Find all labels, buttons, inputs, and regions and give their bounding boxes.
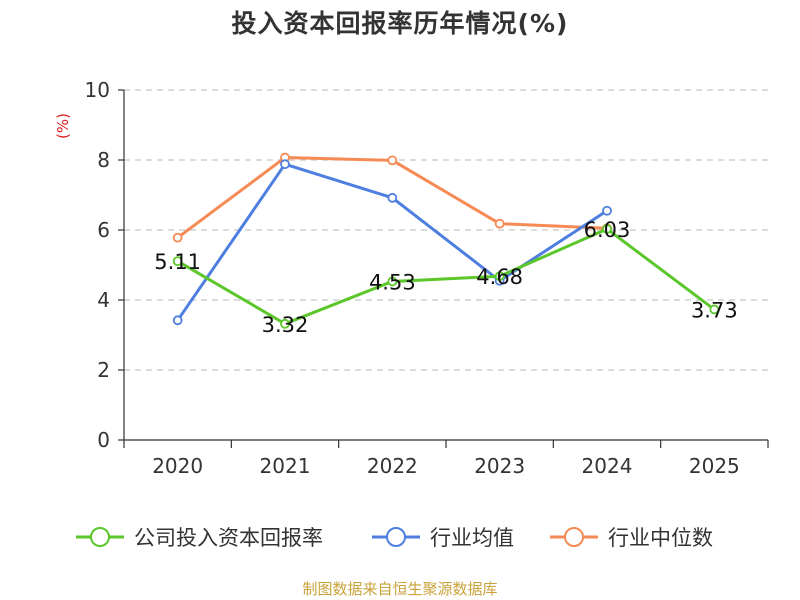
series-line: [176, 162, 608, 322]
y-axis-label: (%): [54, 113, 72, 139]
legend-marker: [386, 527, 406, 547]
data-point: [280, 318, 290, 329]
legend-label: 行业均值: [430, 526, 514, 550]
x-tick-label: 2023: [474, 454, 525, 478]
chart-title: 投入资本回报率历年情况(%): [231, 9, 569, 38]
data-label: 3.73: [691, 298, 738, 322]
data-label: 5.11: [154, 250, 201, 274]
data-point: [709, 304, 720, 315]
data-label: 6.03: [584, 218, 631, 242]
legend-label: 行业中位数: [608, 526, 713, 550]
x-tick-label: 2024: [582, 454, 633, 478]
data-point: [387, 155, 398, 166]
x-tick-label: 2022: [367, 454, 418, 478]
y-tick-label: 6: [97, 218, 110, 242]
legend-label: 公司投入资本回报率: [134, 526, 323, 550]
data-point: [172, 232, 183, 243]
data-point: [494, 218, 505, 229]
y-tick-label: 8: [97, 148, 110, 172]
data-point: [494, 271, 505, 282]
data-point: [602, 205, 612, 216]
data-point: [387, 192, 398, 203]
x-tick-label: 2020: [152, 454, 203, 478]
x-tick-label: 2021: [260, 454, 311, 478]
data-point: [602, 224, 612, 234]
data-label: 4.68: [476, 265, 523, 289]
data-point: [172, 315, 183, 326]
data-label: 4.53: [369, 270, 416, 294]
data-label: 3.32: [262, 313, 309, 337]
y-tick-label: 0: [97, 428, 110, 452]
source-note: 制图数据来自恒生聚源数据库: [302, 580, 498, 598]
y-tick-label: 4: [97, 288, 110, 312]
data-point: [387, 276, 398, 287]
data-point: [172, 256, 183, 267]
series-line: [176, 227, 716, 326]
x-tick-label: 2025: [689, 454, 740, 478]
data-point: [280, 159, 290, 170]
legend-marker: [90, 527, 110, 547]
y-tick-label: 10: [85, 78, 110, 102]
legend-marker: [564, 527, 584, 547]
y-tick-label: 2: [97, 358, 110, 382]
